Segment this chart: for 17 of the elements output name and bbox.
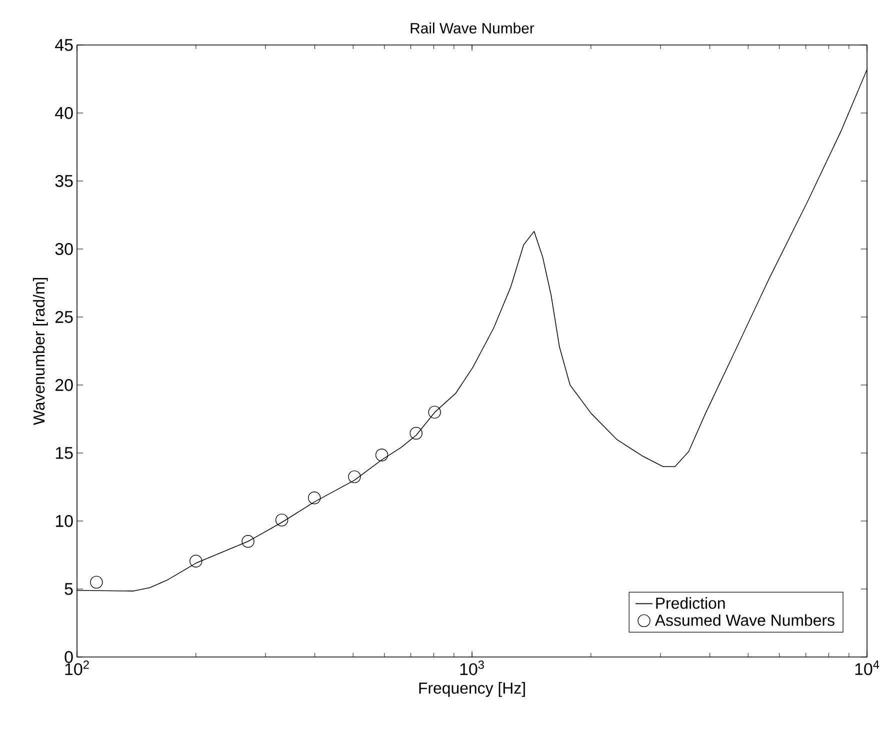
y-tick-label: 30 — [55, 242, 73, 255]
y-tick-label: 20 — [56, 379, 73, 391]
y-tick-label: 15 — [56, 447, 73, 459]
y-tick-label: 25 — [56, 311, 73, 323]
y-tick-label: 0 — [64, 651, 73, 663]
x-tick-label: 10$^{4}$ — [855, 660, 880, 676]
x-axis-title: Frequency [Hz] — [419, 682, 525, 697]
y-tick-label: 40 — [55, 106, 73, 119]
y-tick-label: 35 — [55, 174, 73, 187]
x-tick-label: 10$^{3}$ — [460, 660, 484, 676]
chart-title: Rail Wave Number — [410, 22, 534, 34]
y-axis-title: Wavenumber [rad/m] — [32, 278, 48, 426]
y-tick-label: 5 — [64, 583, 73, 595]
legend-label: Prediction — [656, 597, 725, 609]
y-tick-label: 10 — [56, 515, 73, 527]
y-tick-label: 45 — [55, 39, 73, 51]
legend-label: Assumed Wave Numbers — [654, 614, 834, 626]
